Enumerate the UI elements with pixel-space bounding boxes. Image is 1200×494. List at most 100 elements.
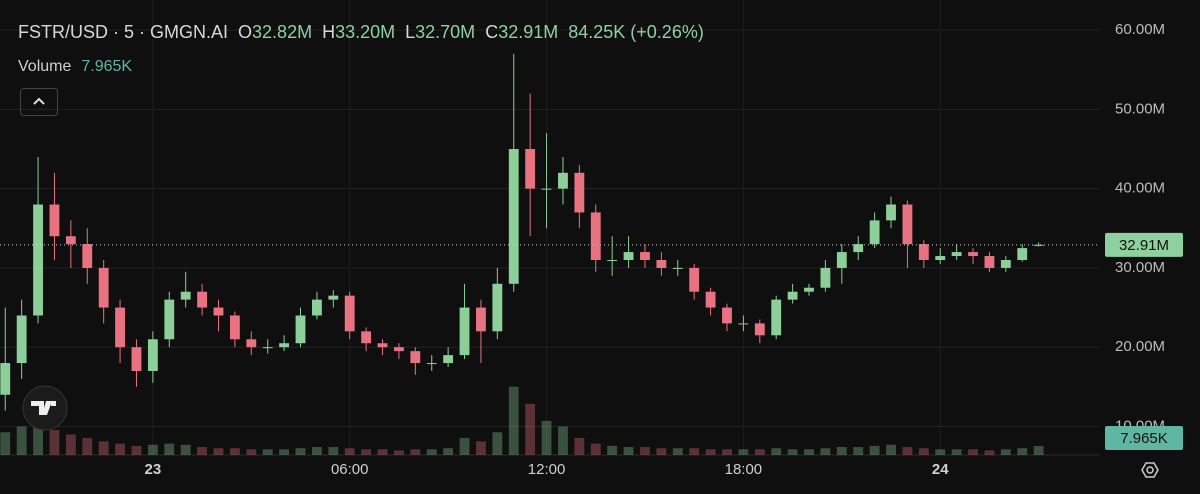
volume-bar — [607, 445, 618, 455]
candle-body — [295, 315, 306, 344]
volume-bar — [115, 443, 125, 455]
candle-body — [1017, 248, 1028, 260]
candle-body — [394, 347, 404, 352]
candle-body — [574, 172, 585, 213]
candle-body — [541, 188, 552, 190]
volume-bar — [886, 444, 896, 455]
volume-bar — [935, 449, 946, 455]
volume-legend: Volume 7.965K — [18, 58, 132, 76]
volume-bar — [361, 449, 372, 455]
candle-body — [738, 323, 749, 325]
candle-body — [820, 267, 831, 288]
volume-bar — [558, 426, 568, 455]
volume-value-axis-label: 7.965K — [1120, 430, 1168, 447]
candle-body — [902, 204, 913, 245]
volume-bar — [213, 448, 224, 455]
candle-body — [115, 307, 125, 348]
volume-value: 7.965K — [81, 58, 133, 75]
x-tick-label: 23 — [145, 461, 162, 478]
candle-body — [16, 315, 27, 364]
candle-body — [771, 299, 782, 336]
volume-bar — [459, 437, 470, 455]
y-tick-label: 50.00M — [1115, 100, 1165, 117]
ohlc-values: O32.82M H33.20M L32.70M C32.91M — [228, 22, 558, 43]
candle-body — [918, 244, 929, 260]
settings-icon-center — [1146, 466, 1154, 474]
candle-body — [328, 295, 339, 300]
volume-bar — [541, 420, 552, 455]
volume-bar — [147, 444, 158, 455]
volume-bar — [246, 449, 257, 455]
ohlc-key: O — [238, 22, 253, 42]
volume-value-box — [1105, 426, 1183, 450]
candle-body — [377, 343, 388, 348]
candle-body — [476, 307, 486, 332]
candle-body — [590, 212, 601, 260]
volume-bar — [590, 443, 601, 455]
tv-logo-mark — [31, 401, 56, 415]
volume-bar — [33, 420, 43, 455]
volume-bar — [229, 448, 240, 455]
candle-body — [804, 287, 814, 292]
volume-bar — [968, 449, 978, 455]
volume-bar — [689, 448, 700, 455]
x-tick-label: 06:00 — [331, 461, 369, 478]
y-tick-label: 40.00M — [1115, 180, 1165, 197]
volume-bar — [197, 447, 208, 455]
volume-bar — [311, 447, 322, 455]
candle-body — [607, 260, 618, 261]
candle-body — [525, 149, 536, 189]
volume-bar — [49, 429, 60, 455]
volume-bar — [1033, 445, 1044, 455]
volume-bar — [804, 449, 814, 455]
candle-body — [197, 291, 208, 308]
candle-body — [229, 315, 240, 340]
candle-body — [443, 355, 454, 364]
candle-body — [935, 256, 946, 260]
candle-body — [951, 252, 962, 257]
volume-bar — [492, 432, 503, 455]
last-price-box — [1105, 232, 1183, 257]
candle-body — [246, 339, 257, 348]
volume-bar — [672, 448, 683, 455]
volume-bar — [656, 448, 667, 455]
candle-body — [131, 347, 142, 371]
volume-bar — [984, 450, 995, 455]
candle-body — [754, 323, 765, 336]
volume-bar — [279, 449, 290, 455]
volume-bar — [754, 449, 765, 455]
candle-body — [147, 339, 158, 371]
volume-bar — [869, 445, 880, 455]
volume-bar — [508, 386, 519, 455]
volume-bar — [902, 447, 913, 455]
volume-bar — [180, 444, 191, 455]
last-price-label: 32.91M — [1119, 237, 1169, 254]
candle-body — [1000, 260, 1011, 268]
candle-body — [459, 307, 470, 356]
volume-bar — [426, 449, 437, 455]
volume-bar — [525, 403, 536, 455]
candle-body — [640, 252, 650, 260]
candle-body — [1033, 244, 1044, 246]
volume-bar — [853, 447, 864, 455]
volume-bar — [476, 441, 486, 455]
symbol-title: FSTR/USD · 5 · GMGN.AI — [18, 22, 229, 42]
volume-bar — [262, 449, 273, 455]
ohlc-value: 32.91M — [498, 22, 559, 42]
y-tick-label: 20.00M — [1115, 338, 1165, 355]
candle-body — [0, 363, 11, 395]
volume-bar — [98, 441, 109, 455]
candle-body — [82, 244, 93, 268]
volume-label: Volume — [18, 58, 72, 75]
volume-bar — [295, 448, 306, 455]
volume-bar — [705, 449, 716, 455]
volume-bar — [820, 448, 831, 455]
volume-bar — [787, 449, 798, 455]
candle-body — [410, 351, 421, 364]
candle-body — [311, 299, 322, 316]
candle-body — [492, 283, 503, 332]
candle-body — [361, 331, 372, 344]
collapse-button[interactable] — [20, 88, 58, 116]
volume-bar — [394, 450, 404, 455]
